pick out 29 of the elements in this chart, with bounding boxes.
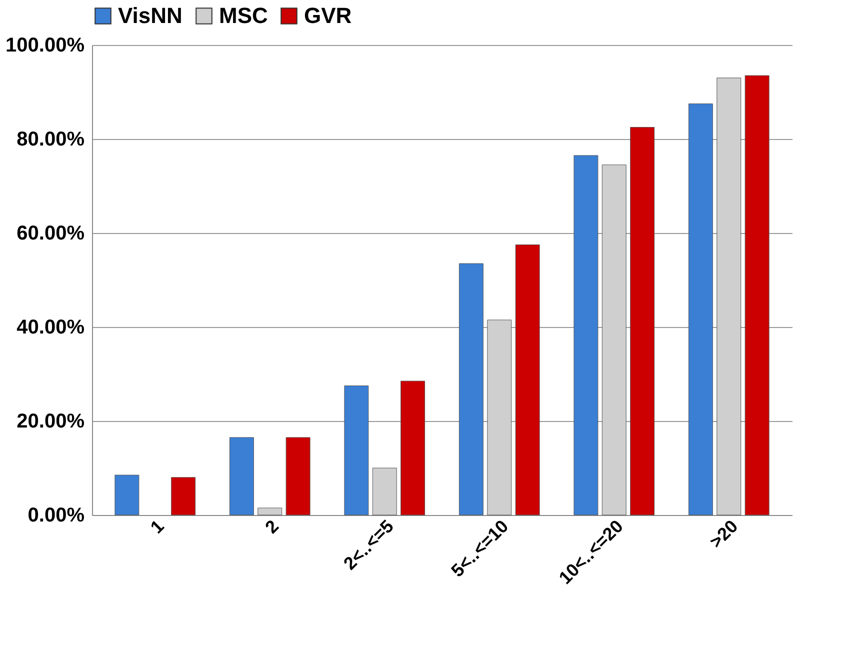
y-tick-label: 100.00% (6, 34, 85, 56)
bar (487, 320, 512, 516)
y-tick-label: 60.00% (16, 222, 85, 244)
bar (574, 155, 598, 516)
bar (716, 78, 742, 516)
y-tick-label: 20.00% (16, 410, 85, 432)
y-tick-label: 40.00% (16, 316, 85, 338)
bar (400, 380, 426, 516)
legend-label: GVR (304, 3, 352, 28)
bar (372, 468, 397, 516)
x-tick-label: 2 (261, 516, 283, 538)
bar (286, 437, 310, 516)
bar (114, 474, 140, 516)
bar (744, 75, 770, 516)
legend-label: MSC (219, 3, 268, 28)
bar (688, 104, 713, 516)
x-tick-label: >20 (706, 516, 742, 552)
bar (515, 244, 540, 516)
bar (171, 477, 196, 516)
bar (630, 127, 655, 516)
y-tick-label: 0.00% (28, 504, 85, 526)
x-tick-label: 1 (146, 516, 168, 538)
bar (258, 508, 282, 516)
bar (458, 263, 484, 516)
legend-label: VisNN (118, 3, 182, 28)
bar (344, 386, 369, 516)
bar (602, 164, 626, 516)
y-tick-label: 80.00% (16, 128, 85, 150)
bar (229, 437, 254, 516)
